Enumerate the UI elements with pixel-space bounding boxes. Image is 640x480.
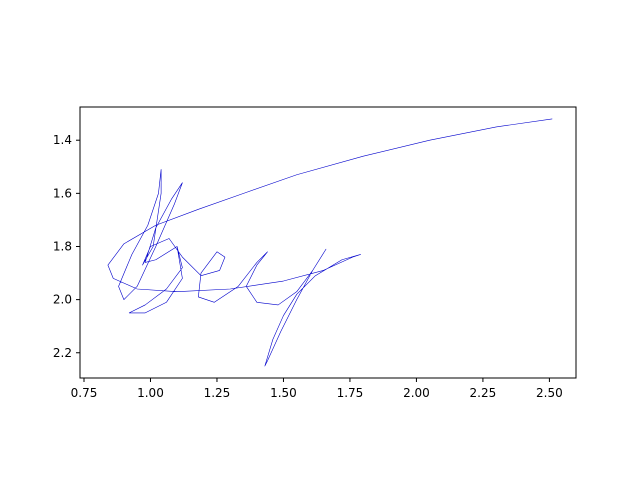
y-tick-label: 2.2 bbox=[53, 346, 72, 360]
signature-stroke bbox=[107, 118, 553, 367]
x-tick-label: 1.75 bbox=[337, 386, 364, 400]
x-tick-label: 0.75 bbox=[71, 386, 98, 400]
x-tick-label: 2.50 bbox=[536, 386, 563, 400]
y-tick-label: 2.0 bbox=[53, 293, 72, 307]
y-tick-label: 1.6 bbox=[53, 186, 72, 200]
y-axis: 1.4 1.6 1.8 2.0 2.2 bbox=[53, 133, 80, 360]
x-tick-label: 1.00 bbox=[137, 386, 164, 400]
x-tick-label: 2.00 bbox=[403, 386, 430, 400]
x-tick-label: 1.50 bbox=[270, 386, 297, 400]
y-tick-label: 1.8 bbox=[53, 239, 72, 253]
x-tick-label: 1.25 bbox=[204, 386, 231, 400]
x-axis: 0.75 1.00 1.25 1.50 1.75 2.00 2.25 2.50 bbox=[71, 378, 563, 400]
x-tick-label: 2.25 bbox=[470, 386, 497, 400]
axes-frame bbox=[79, 106, 577, 379]
plot-area bbox=[107, 118, 553, 367]
y-tick-label: 1.4 bbox=[53, 133, 72, 147]
